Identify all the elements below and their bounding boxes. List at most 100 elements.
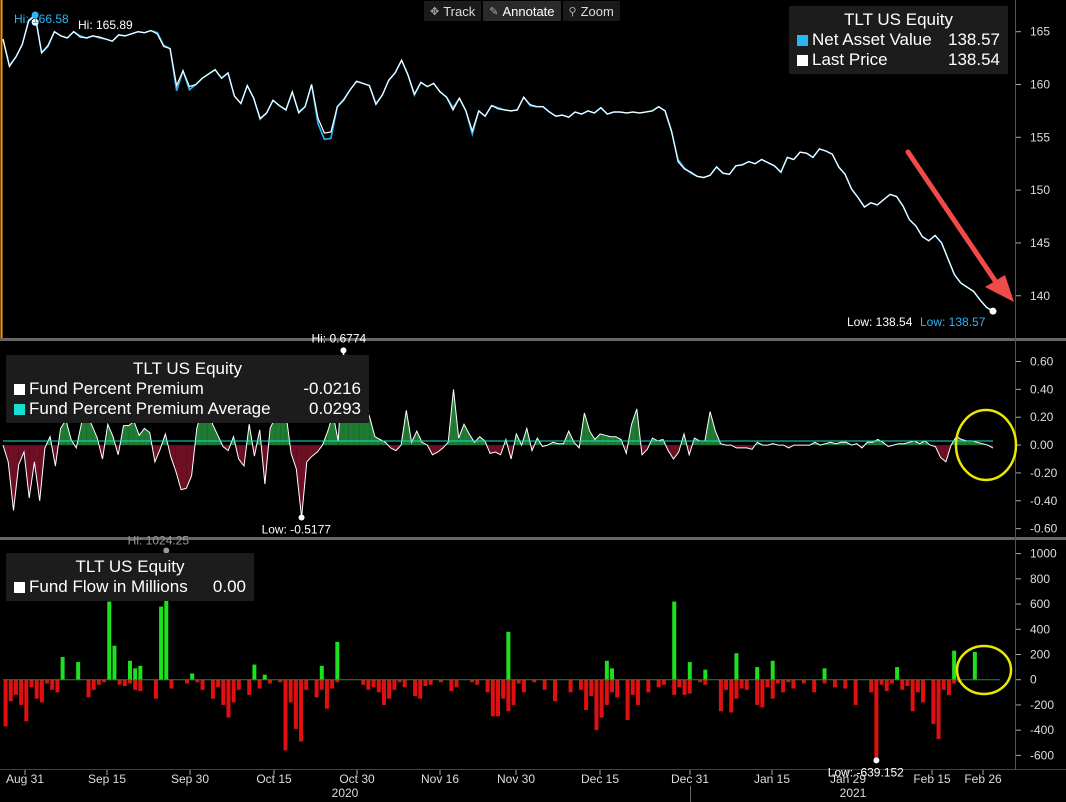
flow-bar-outflow [29,679,34,688]
price-axis-tick-label: 160 [1030,78,1050,92]
zoom-label: Zoom [580,3,614,19]
flow-bar-outflow [200,679,205,690]
flow-bar-outflow [910,679,915,712]
premium-area-positive [212,424,218,446]
highlight-circle [954,408,1018,482]
premium-area-negative [741,445,747,448]
flow-bar-outflow [739,679,744,689]
flow-high-label: Hi: 1024.25 [128,534,190,548]
premium-area-positive [605,435,611,446]
flow-bar-outflow [153,679,158,699]
flow-bar-outflow [952,679,957,684]
trend-arrow-head [985,275,1014,302]
premium-axis-tick-label: 0.60 [1030,355,1054,369]
price-axis-tick-label: 150 [1030,183,1050,197]
premium-area-negative [296,445,302,518]
annotate-button[interactable]: ✎ Annotate [483,1,561,21]
flow-bar-inflow [895,667,900,680]
flow-bar-outflow [319,679,324,690]
flow-bar-outflow [532,679,537,683]
flow-bar-outflow [506,679,511,712]
flow-bar-outflow [812,679,817,693]
flow-bar-outflow [366,679,371,690]
x-tick-label: Dec 31 [671,772,709,786]
premium-area-positive [128,421,134,446]
premium-area-negative [390,445,396,451]
chart-toolbar: ✥ Track ✎ Annotate ⚲ Zoom [424,1,620,21]
premium-area-positive [584,413,590,446]
price-low-label: Low: 138.54 [847,315,913,329]
flow-bar-outflow [775,679,780,684]
premium-area-positive [710,411,716,446]
flow-bar-outflow [770,679,775,699]
flow-bar-outflow [630,679,635,695]
flow-bar-inflow [770,660,775,680]
nav-swatch [797,34,808,46]
premium-area-negative [668,445,674,459]
premium-area-negative [673,445,679,459]
flow-bar-outflow [267,679,272,684]
price-legend-title: TLT US Equity [844,10,953,29]
flow-bar-outflow [216,679,221,688]
premium-area-positive [631,408,637,446]
flow-bar-outflow [760,679,765,708]
flow-bar-outflow [501,679,506,699]
flow-bar-outflow [521,679,526,693]
flow-bar-outflow [832,679,837,688]
flow-bar-outflow [490,679,495,717]
flow-bar-outflow [361,679,366,685]
flow-bar-inflow [107,601,112,680]
flow-bar-outflow [703,679,708,685]
flow-bar-inflow [952,650,957,680]
flow-bar-outflow [516,679,521,684]
flow-bar-outflow [86,679,91,698]
x-tick-label: Feb 26 [964,772,1002,786]
flow-axis-tick-label: 600 [1030,597,1050,611]
flow-bar-outflow [589,679,594,697]
legend-price-value: 138.54 [948,50,1000,69]
x-tick-label: Nov 16 [421,772,459,786]
flow-bar-outflow [946,679,951,695]
flow-bar-outflow [568,679,573,693]
flow-bar-inflow [822,668,827,680]
premium-axis-tick-label: 0.40 [1030,382,1054,396]
flow-bar-outflow [117,679,122,685]
flow-bar-inflow [687,662,692,680]
flow-bar-outflow [729,679,734,713]
x-tick-label: Nov 30 [497,772,535,786]
flow-bar-outflow [34,679,39,699]
premium-area-negative [642,445,648,455]
flow-bar-outflow [822,679,827,684]
premium-area-negative [940,445,946,462]
annotate-label: Annotate [502,3,555,19]
flow-bar-inflow [972,651,977,680]
flow-bar-outflow [288,679,293,703]
flow-high-marker [163,547,170,554]
flow-bar-outflow [672,679,677,695]
flow-bar-outflow [418,679,423,699]
flow-bar-inflow [319,665,324,680]
track-button[interactable]: ✥ Track [424,1,482,21]
flow-bar-outflow [392,679,397,690]
price-axis-tick-label: 165 [1030,25,1050,39]
flow-bar-outflow [283,679,288,751]
flow-bar-outflow [900,679,905,690]
flow-bar-inflow [252,664,257,680]
premium-area-positive [92,425,98,446]
flow-legend-title: TLT US Equity [75,557,185,576]
flow-bar-outflow [13,679,18,695]
flow-bar-outflow [449,679,454,692]
legend-flow: Fund Flow in Millions 0.00 [14,577,246,597]
flow-bar-outflow [387,679,392,699]
flow-bar-outflow [314,679,319,698]
flow-bar-outflow [381,679,386,705]
premium-area-positive [458,424,464,446]
flow-bar-outflow [781,679,786,693]
legend-premium-name: Fund Percent Premium [29,379,204,398]
premium-area-positive [463,424,470,446]
flow-bar-inflow [164,550,169,680]
premium-area-negative [181,445,187,490]
premium-area-positive [270,417,276,446]
zoom-button[interactable]: ⚲ Zoom [562,1,620,21]
flow-bar-inflow [60,657,65,680]
